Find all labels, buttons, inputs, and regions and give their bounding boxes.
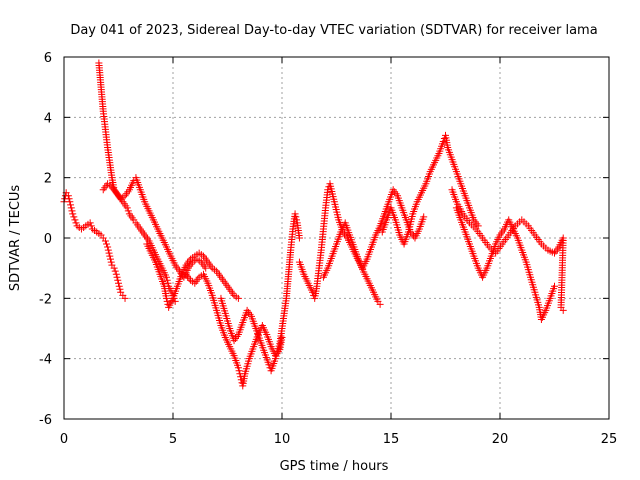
data-point <box>559 306 567 314</box>
data-point <box>123 204 131 212</box>
data-point <box>70 213 78 221</box>
data-point <box>101 237 109 245</box>
data-point <box>293 216 301 224</box>
y-axis-tick-labels: -6 -4 -2 0 2 4 6 <box>39 51 52 428</box>
data-point <box>295 234 303 242</box>
data-point <box>86 219 94 227</box>
data-point <box>265 361 273 369</box>
data-point <box>376 300 384 308</box>
x-tick-label: 5 <box>169 432 177 447</box>
data-point <box>292 213 300 221</box>
data-point <box>202 264 210 272</box>
data-point <box>235 367 243 375</box>
data-point <box>234 364 242 372</box>
data-point <box>116 285 124 293</box>
data-point <box>67 204 75 212</box>
x-tick-label: 10 <box>274 432 291 447</box>
data-point <box>278 334 286 342</box>
y-tick-label: 6 <box>44 51 52 66</box>
data-point <box>124 207 132 215</box>
y-tick-label: 4 <box>44 111 52 126</box>
chart-title: Day 041 of 2023, Sidereal Day-to-day VTE… <box>70 23 597 38</box>
data-point <box>110 264 118 272</box>
data-point <box>113 273 121 281</box>
data-point <box>164 300 172 308</box>
data-point <box>238 379 246 387</box>
x-axis-label: GPS time / hours <box>280 459 389 474</box>
data-point <box>105 249 113 257</box>
data-point <box>104 246 112 254</box>
x-tick-label: 20 <box>492 432 509 447</box>
axis-ticks <box>63 56 610 420</box>
y-tick-label: -2 <box>39 292 52 307</box>
data-point <box>551 282 558 290</box>
data-point <box>115 282 123 290</box>
y-tick-label: 0 <box>44 232 52 247</box>
y-tick-label: -6 <box>39 413 52 428</box>
x-tick-label: 0 <box>60 432 68 447</box>
data-point <box>112 270 120 278</box>
data-point <box>111 267 119 275</box>
data-point <box>67 201 75 209</box>
grid-lines <box>64 57 609 419</box>
y-tick-label: -4 <box>39 353 52 368</box>
data-points <box>60 59 567 390</box>
data-point <box>121 294 129 302</box>
data-point <box>107 258 115 266</box>
data-point <box>64 192 72 200</box>
data-point <box>107 255 115 263</box>
data-point <box>87 222 95 230</box>
data-point <box>71 216 79 224</box>
x-tick-label: 25 <box>601 432 618 447</box>
data-point <box>291 210 299 218</box>
data-point <box>114 276 122 284</box>
data-point <box>439 137 447 145</box>
data-point <box>65 195 73 203</box>
data-point <box>103 240 111 248</box>
data-point <box>420 213 428 221</box>
y-tick-label: 2 <box>44 172 52 187</box>
data-point <box>162 273 170 281</box>
data-point <box>104 243 112 251</box>
data-point <box>163 276 171 284</box>
data-point <box>106 252 114 260</box>
x-axis-tick-labels: 0 5 10 15 20 25 <box>60 432 617 447</box>
data-point <box>66 198 74 206</box>
y-axis-label: SDTVAR / TECUs <box>8 185 23 292</box>
x-tick-label: 15 <box>383 432 400 447</box>
data-point <box>72 219 80 227</box>
data-point <box>162 294 170 302</box>
data-point <box>164 279 172 287</box>
data-point <box>234 294 242 302</box>
data-point <box>68 207 76 215</box>
data-point <box>115 279 122 287</box>
data-point <box>69 210 77 218</box>
data-point <box>309 288 317 296</box>
data-point <box>163 297 171 305</box>
data-point <box>237 373 245 381</box>
